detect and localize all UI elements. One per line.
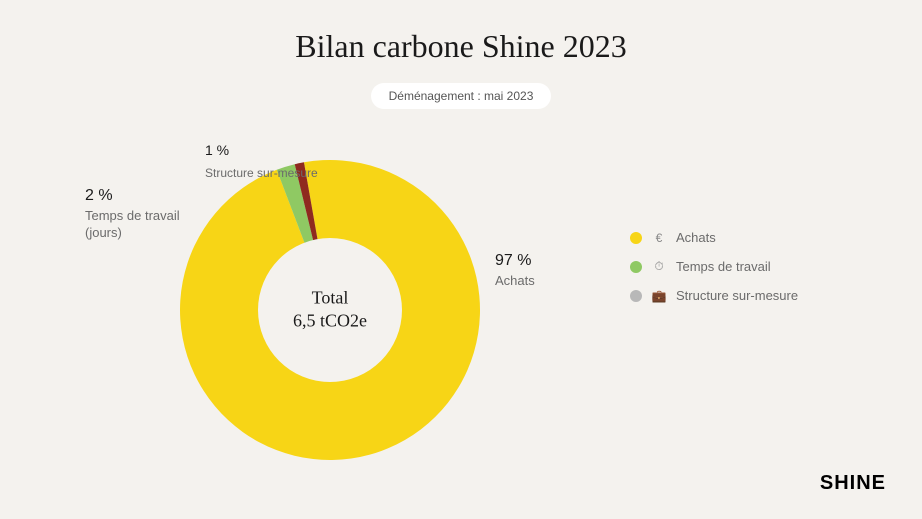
legend-label: Achats bbox=[676, 230, 716, 245]
callout-structure-label: Structure sur-mesure bbox=[205, 166, 318, 180]
legend-dot bbox=[630, 290, 642, 302]
legend-item-structure: 💼 Structure sur-mesure bbox=[630, 288, 798, 303]
legend-dot bbox=[630, 261, 642, 273]
center-line1: Total bbox=[293, 287, 367, 310]
donut-chart: Total 6,5 tCO2e bbox=[180, 160, 480, 460]
brand-logo: SHINE bbox=[820, 472, 886, 495]
subtitle-pill: Déménagement : mai 2023 bbox=[371, 83, 552, 109]
callout-temps-pct: 2 % bbox=[85, 185, 180, 207]
donut-center-label: Total 6,5 tCO2e bbox=[293, 287, 367, 334]
callout-temps-label: Temps de travail bbox=[85, 207, 180, 225]
callout-achats-label: Achats bbox=[495, 272, 535, 290]
euro-icon: € bbox=[652, 231, 666, 245]
callout-structure-pct: 1 % bbox=[205, 142, 229, 158]
legend-label: Temps de travail bbox=[676, 259, 771, 274]
legend: € Achats ⏱ Temps de travail 💼 Structure … bbox=[630, 230, 798, 317]
page-title: Bilan carbone Shine 2023 bbox=[0, 0, 922, 65]
callout-achats: 97 % Achats bbox=[495, 250, 535, 289]
legend-dot bbox=[630, 232, 642, 244]
callout-temps: 2 % Temps de travail (jours) bbox=[85, 185, 180, 242]
callout-achats-pct: 97 % bbox=[495, 250, 535, 272]
briefcase-icon: 💼 bbox=[652, 289, 666, 303]
callout-temps-sublabel: (jours) bbox=[85, 224, 180, 242]
legend-item-achats: € Achats bbox=[630, 230, 798, 245]
legend-item-temps: ⏱ Temps de travail bbox=[630, 259, 798, 274]
legend-label: Structure sur-mesure bbox=[676, 288, 798, 303]
center-line2: 6,5 tCO2e bbox=[293, 310, 367, 333]
timer-icon: ⏱ bbox=[652, 259, 666, 274]
callout-structure: 1 % Structure sur-mesure bbox=[205, 140, 318, 183]
